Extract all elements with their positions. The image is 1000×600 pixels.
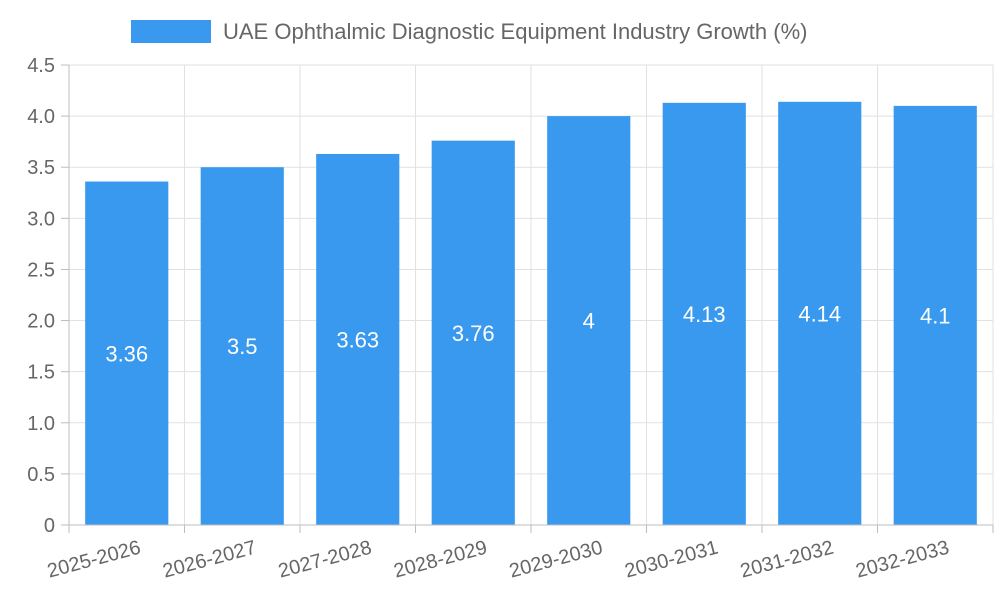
bar (200, 167, 284, 525)
bar (893, 105, 977, 525)
bar (778, 101, 862, 526)
y-tick-label: 0 (44, 515, 55, 537)
x-tick-label: 2029-2030 (507, 537, 605, 583)
x-tick-label: 2025-2026 (45, 537, 143, 583)
x-tick-label: 2026-2027 (160, 537, 258, 583)
x-tick-label: 2028-2029 (391, 537, 489, 583)
x-tick-label: 2032-2033 (853, 537, 951, 583)
bar (85, 181, 169, 526)
y-tick-label: 3.0 (27, 208, 55, 230)
y-tick-label: 1.0 (27, 413, 55, 435)
y-tick-label: 4.0 (27, 106, 55, 128)
bar-value-label: 4.1 (920, 303, 951, 328)
bar-value-label: 3.63 (336, 327, 379, 352)
bar (547, 116, 631, 525)
bar-value-label: 4.14 (798, 301, 841, 326)
axes (61, 64, 994, 533)
bar-value-label: 3.36 (105, 341, 148, 366)
x-tick-label: 2027-2028 (276, 537, 374, 583)
y-tick-label: 2.0 (27, 311, 55, 333)
bars (85, 101, 977, 526)
y-tick-label: 4.5 (27, 55, 55, 77)
bar (316, 153, 400, 525)
bar (662, 102, 746, 526)
bar-value-label: 4.13 (683, 302, 726, 327)
x-tick-label: 2031-2032 (738, 537, 836, 583)
y-tick-label: 3.5 (27, 157, 55, 179)
data-labels: 3.36 3.5 3.63 3.76 4 4.13 4.14 4.1 (105, 301, 950, 366)
bar-value-label: 3.76 (452, 321, 495, 346)
y-tick-label: 2.5 (27, 259, 55, 281)
y-tick-label: 1.5 (27, 362, 55, 384)
chart-legend[interactable]: UAE Ophthalmic Diagnostic Equipment Indu… (131, 19, 807, 44)
bar-value-label: 3.5 (227, 334, 258, 359)
legend-swatch (131, 20, 211, 43)
x-tick-label: 2030-2031 (622, 537, 720, 583)
bar (431, 140, 515, 525)
bar-value-label: 4 (583, 309, 595, 334)
y-tick-label: 0.5 (27, 464, 55, 486)
legend-label: UAE Ophthalmic Diagnostic Equipment Indu… (223, 19, 807, 44)
